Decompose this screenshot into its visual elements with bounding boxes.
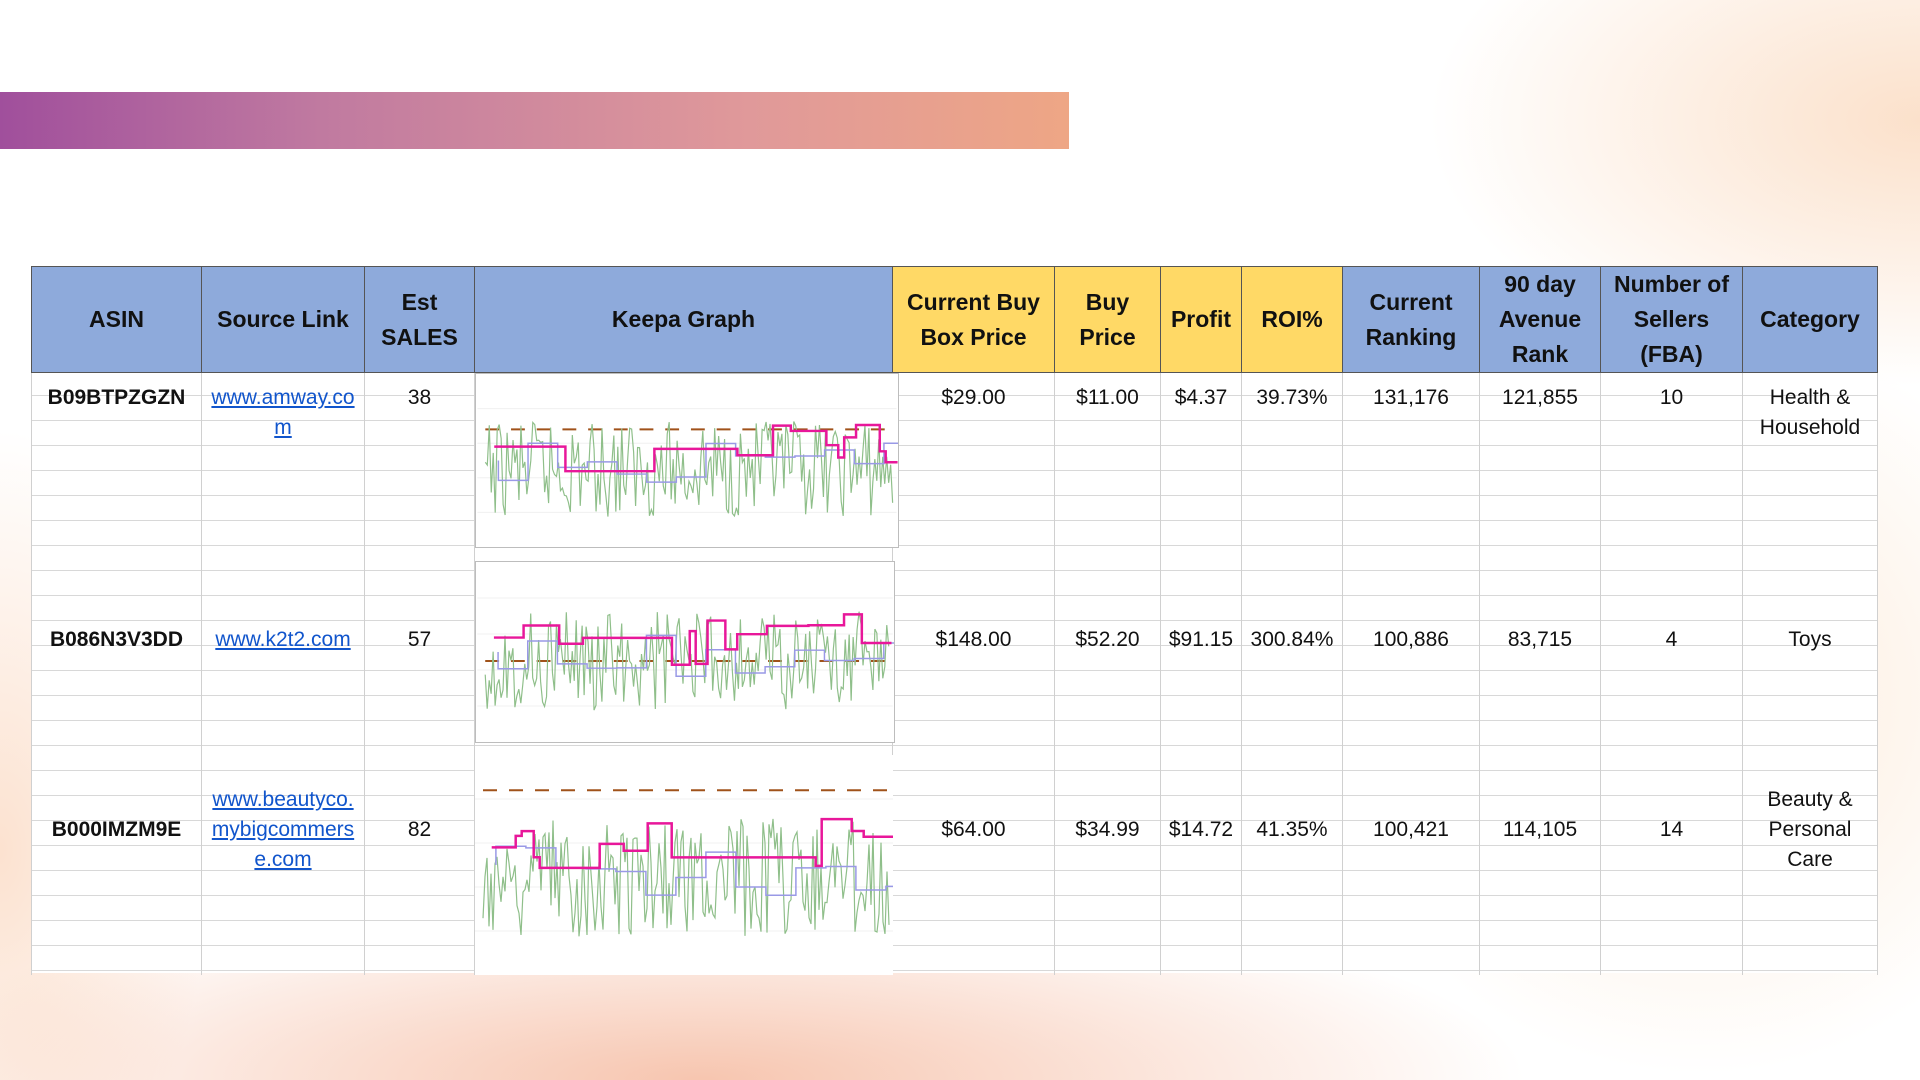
sellers-cell[interactable]: 4 [1600,554,1743,755]
amazon-price-line [494,423,898,473]
table-row: B09BTPZGZN www.amway.co m 38 $29.00 $11.0… [31,372,1878,555]
spreadsheet: ASIN Source Link Est SALES Keepa Graph C… [31,266,1878,975]
keepa-graph [475,373,899,548]
source-link-cell[interactable]: www.k2t2.com [201,554,365,755]
category-cell[interactable]: Toys [1742,554,1878,755]
current-ranking-cell[interactable]: 100,421 [1342,754,1480,975]
header-row: ASIN Source Link Est SALES Keepa Graph C… [31,266,1878,373]
keepa-graph-cell[interactable] [474,554,895,755]
profit-cell[interactable]: $14.72 [1160,754,1242,975]
current-ranking-cell[interactable]: 100,886 [1342,554,1480,755]
buy-price-cell[interactable]: $34.99 [1054,754,1161,975]
keepa-graph [475,754,893,975]
est-sales-cell[interactable]: 82 [364,754,475,975]
buy-box-price-cell[interactable]: $29.00 [892,372,1055,555]
category-cell[interactable]: Beauty & Personal Care [1742,754,1878,975]
asin-cell[interactable]: B09BTPZGZN [31,372,202,555]
header-current-ranking[interactable]: Current Ranking [1342,266,1480,373]
asin-cell[interactable]: B086N3V3DD [31,554,202,755]
roi-cell[interactable]: 300.84% [1241,554,1343,755]
buy-box-price-cell[interactable]: $64.00 [892,754,1055,975]
header-buy-box-price[interactable]: Current Buy Box Price [892,266,1055,373]
table-row: B086N3V3DD www.k2t2.com 57 $148.00 $52.2… [31,554,1878,755]
buy-price-cell[interactable]: $11.00 [1054,372,1161,555]
sales-rank-line [482,818,890,936]
header-category[interactable]: Category [1742,266,1878,373]
title-banner [0,92,1069,149]
header-keepa-graph[interactable]: Keepa Graph [474,266,893,373]
new-price-line [497,634,894,677]
profit-cell[interactable]: $4.37 [1160,372,1242,555]
sellers-cell[interactable]: 10 [1600,372,1743,555]
est-sales-cell[interactable]: 57 [364,554,475,755]
roi-cell[interactable]: 41.35% [1241,754,1343,975]
source-link[interactable]: www.k2t2.com [215,627,351,651]
buy-price-cell[interactable]: $52.20 [1054,554,1161,755]
amazon-price-line [491,817,893,869]
source-link-cell[interactable]: www.amway.co m [201,372,365,555]
source-link[interactable]: www.beautyco. mybigcommers e.com [211,787,355,871]
header-roi[interactable]: ROI% [1241,266,1343,373]
amazon-price-line [493,612,892,666]
buy-box-price-cell[interactable]: $148.00 [892,554,1055,755]
table-row: B000IMZM9E www.beautyco. mybigcommers e.co… [31,754,1878,975]
profit-cell[interactable]: $91.15 [1160,554,1242,755]
asin-cell[interactable]: B000IMZM9E [31,754,202,975]
roi-cell[interactable]: 39.73% [1241,372,1343,555]
new-price-line [495,844,893,896]
sales-rank-line [484,420,894,518]
source-link[interactable]: www.amway.co m [211,386,355,439]
header-asin[interactable]: ASIN [31,266,202,373]
avg-rank-cell[interactable]: 121,855 [1479,372,1601,555]
header-sellers[interactable]: Number of Sellers (FBA) [1600,266,1743,373]
current-ranking-cell[interactable]: 131,176 [1342,372,1480,555]
product-table: ASIN Source Link Est SALES Keepa Graph C… [31,266,1878,975]
sales-rank-line [484,611,890,710]
avg-rank-cell[interactable]: 114,105 [1479,754,1601,975]
header-est-sales[interactable]: Est SALES [364,266,475,373]
header-profit[interactable]: Profit [1160,266,1242,373]
category-cell[interactable]: Health & Household [1742,372,1878,555]
new-price-line [497,442,898,483]
header-source-link[interactable]: Source Link [201,266,365,373]
source-link-cell[interactable]: www.beautyco. mybigcommers e.com [201,754,365,975]
keepa-graph-cell[interactable] [474,372,899,555]
header-buy-price[interactable]: Buy Price [1054,266,1161,373]
est-sales-cell[interactable]: 38 [364,372,475,555]
header-90-day-rank[interactable]: 90 day Avenue Rank [1479,266,1601,373]
keepa-graph-cell[interactable] [474,754,893,975]
sellers-cell[interactable]: 14 [1600,754,1743,975]
keepa-graph [475,560,895,743]
avg-rank-cell[interactable]: 83,715 [1479,554,1601,755]
